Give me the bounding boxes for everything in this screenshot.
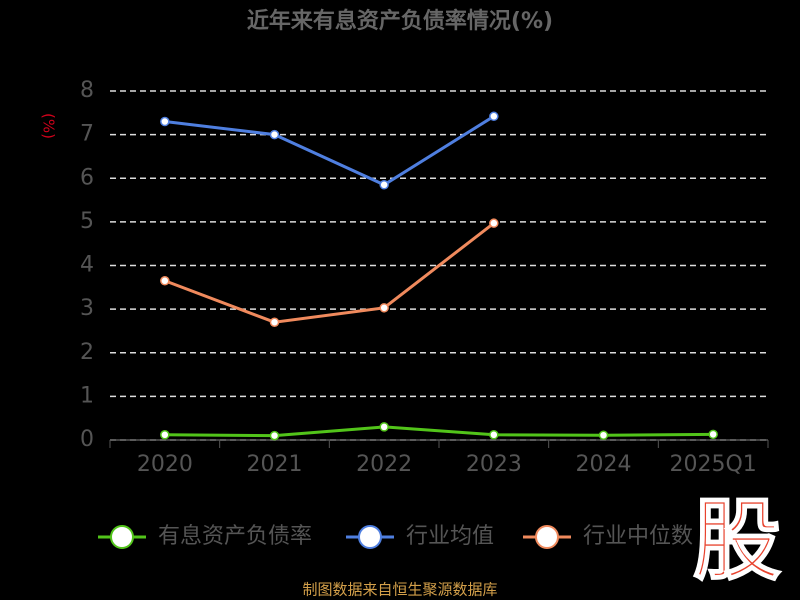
legend-marker [358, 525, 382, 549]
legend-label: 行业中位数 [583, 524, 693, 549]
legend-marker [110, 525, 134, 549]
chart-title: 近年来有息资产负债率情况(%) [247, 8, 553, 34]
data-point [379, 422, 389, 432]
logo: 股 [693, 489, 781, 592]
x-tick-label: 2025Q1 [670, 452, 757, 477]
y-tick-label: 5 [80, 209, 94, 234]
y-tick-label: 0 [80, 427, 94, 452]
data-point [160, 430, 170, 440]
x-tick-label: 2021 [247, 452, 303, 477]
series-line [164, 221, 495, 324]
x-tick-label: 2020 [137, 452, 193, 477]
y-tick-label: 1 [80, 383, 94, 408]
data-point [379, 180, 389, 190]
data-point [489, 111, 499, 122]
data-point [269, 129, 280, 140]
y-tick-label: 8 [80, 78, 94, 103]
data-point [598, 430, 609, 440]
data-point [379, 303, 389, 313]
y-tick-label: 4 [80, 253, 94, 278]
y-tick-label: 3 [80, 296, 94, 321]
series-line [164, 425, 714, 438]
x-tick-label: 2022 [356, 452, 412, 477]
series-line [164, 115, 495, 187]
x-tick-label: 2023 [466, 452, 522, 477]
y-tick-label: 7 [80, 122, 94, 147]
data-point [269, 317, 280, 327]
data-point [489, 218, 499, 228]
legend-label: 有息资产负债率 [158, 524, 312, 549]
data-point [269, 430, 280, 441]
y-tick-label: 2 [80, 340, 94, 365]
data-point [160, 276, 170, 286]
data-point [489, 430, 499, 440]
legend-marker [535, 525, 559, 549]
data-point [160, 116, 170, 127]
x-tick-label: 2024 [576, 452, 632, 477]
data-point [708, 429, 718, 440]
legend-label: 行业均值 [406, 524, 494, 549]
source-note: 制图数据来自恒生聚源数据库 [302, 581, 497, 599]
y-tick-label: 6 [80, 165, 94, 190]
y-axis-label: (%) [40, 113, 58, 139]
